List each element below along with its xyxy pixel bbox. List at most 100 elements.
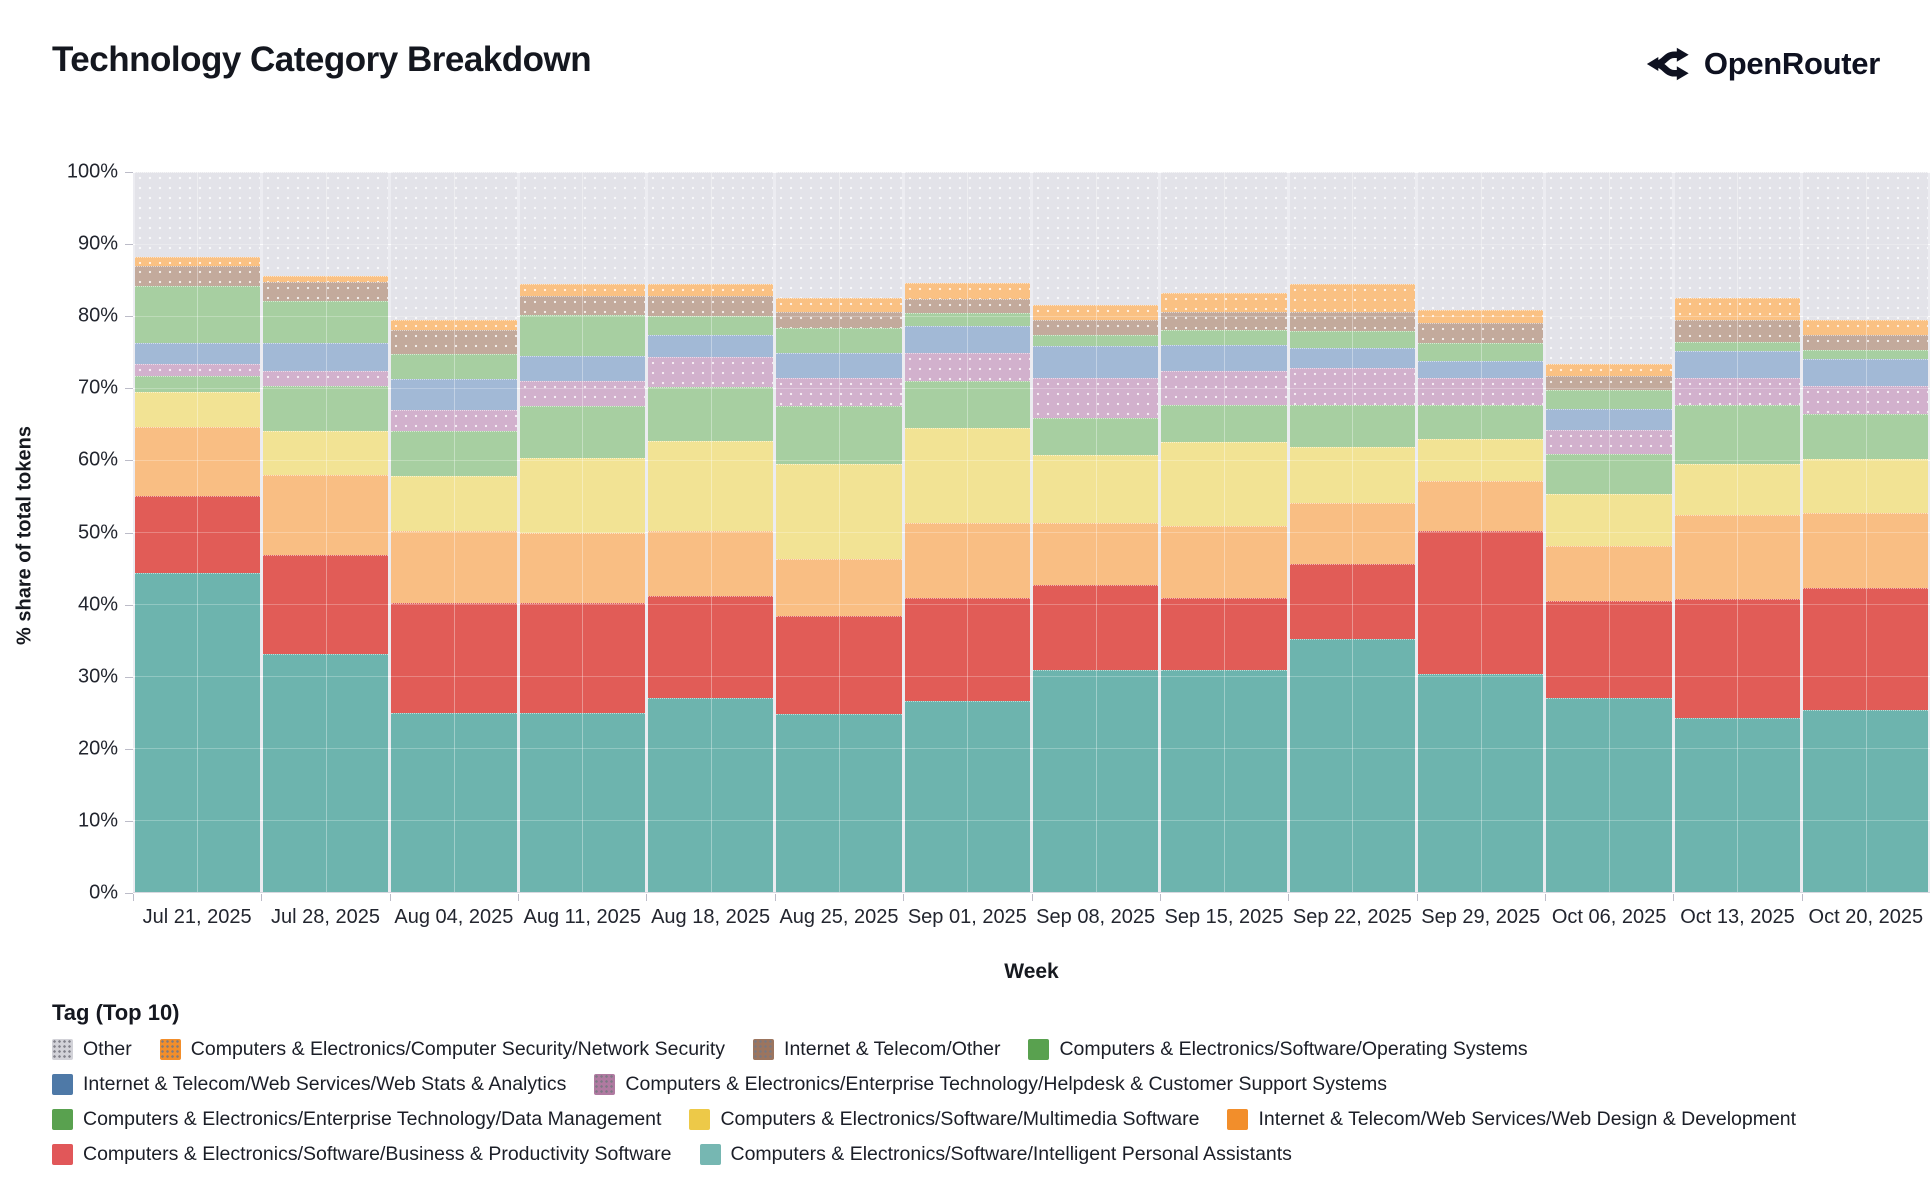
bar-segment-webdesign[interactable] [1161,525,1287,598]
bar-segment-multimedia[interactable] [262,431,389,476]
bar-segment-helpdesk[interactable] [519,380,645,406]
bar-segment-netsec[interactable] [1803,319,1929,336]
bar-segment-other[interactable] [519,171,645,284]
bar-segment-bizprod[interactable] [1418,530,1544,674]
bar-segment-webstats[interactable] [134,343,260,365]
legend-item-other[interactable]: Other [52,1038,132,1061]
bar-segment-ipa[interactable] [1803,709,1929,892]
bar-segment-other[interactable] [1674,172,1801,299]
bar-segment-telecom_other[interactable] [647,295,774,316]
legend-item-netsec[interactable]: Computers & Electronics/Computer Securit… [159,1038,725,1061]
stacked-bar-sep-15-2025[interactable] [1161,172,1287,892]
bar-segment-webdesign[interactable] [134,426,260,496]
bar-segment-webdesign[interactable] [1289,503,1416,565]
bar-segment-telecom_other[interactable] [134,266,260,287]
bar-segment-telecom_other[interactable] [519,295,645,315]
bar-segment-datamgmt[interactable] [262,385,389,432]
bar-segment-telecom_other[interactable] [1803,335,1929,350]
bar-segment-ipa[interactable] [1161,670,1287,892]
bar-segment-webstats[interactable] [1033,346,1159,378]
bar-segment-netsec[interactable] [647,283,774,296]
bar-segment-ipa[interactable] [1033,669,1159,892]
bar-segment-other[interactable] [1033,172,1159,306]
bar-segment-os[interactable] [1674,341,1801,352]
bar-segment-netsec[interactable] [134,256,260,267]
stacked-bar-oct-06-2025[interactable] [1546,172,1672,892]
bar-segment-other[interactable] [1289,171,1416,284]
bar-segment-multimedia[interactable] [1418,439,1544,481]
bar-segment-datamgmt[interactable] [1418,404,1544,440]
bar-segment-helpdesk[interactable] [904,352,1030,381]
bar-segment-telecom_other[interactable] [904,298,1030,314]
bar-segment-other[interactable] [776,172,902,299]
bar-segment-os[interactable] [1161,329,1287,345]
bar-segment-webdesign[interactable] [1674,514,1801,599]
stacked-bar-sep-08-2025[interactable] [1033,172,1159,892]
bar-segment-multimedia[interactable] [647,440,774,531]
bar-segment-ipa[interactable] [904,701,1030,892]
bar-segment-netsec[interactable] [1033,305,1159,320]
legend-item-webdesign[interactable]: Internet & Telecom/Web Services/Web Desi… [1227,1108,1796,1131]
bar-segment-netsec[interactable] [519,283,645,296]
bar-segment-netsec[interactable] [1289,283,1416,313]
bar-segment-os[interactable] [647,315,774,336]
bar-segment-os[interactable] [1418,343,1544,361]
bar-segment-multimedia[interactable] [1289,447,1416,504]
legend-item-helpdesk[interactable]: Computers & Electronics/Enterprise Techn… [594,1073,1387,1096]
bar-segment-telecom_other[interactable] [1546,376,1672,391]
bar-segment-bizprod[interactable] [1161,597,1287,671]
bar-segment-netsec[interactable] [262,275,389,283]
bar-segment-os[interactable] [391,354,517,380]
bar-segment-webstats[interactable] [776,352,902,378]
bar-segment-bizprod[interactable] [1803,588,1929,710]
bar-segment-webdesign[interactable] [776,558,902,616]
bar-segment-webstats[interactable] [1418,360,1544,378]
bar-segment-bizprod[interactable] [776,615,902,715]
bar-segment-ipa[interactable] [1546,697,1672,892]
bar-segment-webdesign[interactable] [904,522,1030,598]
bar-segment-webdesign[interactable] [1803,512,1929,589]
bar-segment-webstats[interactable] [647,335,774,357]
bar-segment-webdesign[interactable] [1418,480,1544,531]
stacked-bar-oct-13-2025[interactable] [1674,172,1801,892]
bar-segment-os[interactable] [1033,335,1159,347]
bar-segment-multimedia[interactable] [1803,458,1929,513]
bar-segment-telecom_other[interactable] [1418,323,1544,344]
bar-segment-bizprod[interactable] [1033,584,1159,670]
bar-segment-webstats[interactable] [904,326,1030,353]
bar-segment-webdesign[interactable] [519,532,645,604]
bar-segment-ipa[interactable] [391,712,517,892]
bar-segment-other[interactable] [904,172,1030,283]
bar-segment-telecom_other[interactable] [1674,319,1801,342]
bar-segment-multimedia[interactable] [1546,493,1672,546]
bar-segment-netsec[interactable] [1674,298,1801,320]
bar-segment-bizprod[interactable] [904,597,1030,702]
bar-segment-datamgmt[interactable] [1803,413,1929,459]
bar-segment-webstats[interactable] [1546,408,1672,430]
bar-segment-datamgmt[interactable] [1674,404,1801,465]
bar-segment-datamgmt[interactable] [134,376,260,392]
bar-segment-helpdesk[interactable] [134,364,260,377]
bar-segment-other[interactable] [647,171,774,284]
bar-segment-other[interactable] [1418,172,1544,311]
bar-segment-bizprod[interactable] [134,495,260,574]
bar-segment-multimedia[interactable] [1161,441,1287,526]
bar-segment-other[interactable] [134,172,260,257]
bar-segment-datamgmt[interactable] [1546,453,1672,494]
bar-segment-helpdesk[interactable] [776,377,902,407]
stacked-bar-sep-22-2025[interactable] [1289,171,1416,892]
bar-segment-netsec[interactable] [1161,292,1287,313]
stacked-bar-aug-04-2025[interactable] [391,172,517,892]
bar-segment-bizprod[interactable] [1546,601,1672,698]
legend-item-webstats[interactable]: Internet & Telecom/Web Services/Web Stat… [52,1073,566,1096]
bar-segment-webdesign[interactable] [1033,522,1159,585]
bar-segment-os[interactable] [262,300,389,344]
bar-segment-helpdesk[interactable] [647,357,774,387]
bar-segment-ipa[interactable] [647,697,774,892]
bar-segment-webstats[interactable] [1803,359,1929,386]
legend-item-os[interactable]: Computers & Electronics/Software/Operati… [1028,1038,1528,1061]
bar-segment-webdesign[interactable] [1546,545,1672,602]
bar-segment-bizprod[interactable] [647,596,774,698]
bar-segment-datamgmt[interactable] [776,406,902,465]
bar-segment-os[interactable] [519,314,645,356]
